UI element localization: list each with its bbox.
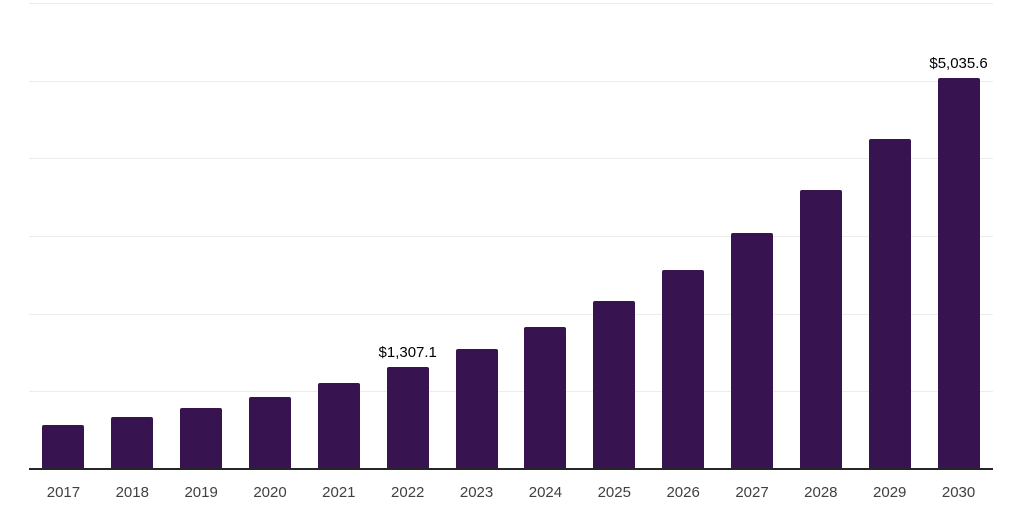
x-tick-label-2026: 2026 — [666, 484, 700, 501]
x-tick-label-2025: 2025 — [597, 484, 631, 501]
bar-2023 — [455, 348, 498, 469]
gridline — [29, 236, 993, 237]
x-tick-label-2029: 2029 — [873, 484, 907, 501]
bar-2021 — [317, 383, 360, 469]
x-tick-label-2018: 2018 — [115, 484, 149, 501]
bar-2018 — [111, 417, 154, 469]
bar-value-label-2022: $1,307.1 — [378, 344, 437, 362]
x-tick-label-2027: 2027 — [735, 484, 769, 501]
bar-2019 — [180, 407, 223, 469]
gridline — [29, 80, 993, 82]
bar-2025 — [593, 300, 636, 469]
x-tick-label-2017: 2017 — [46, 484, 81, 501]
gridline — [29, 313, 993, 315]
bar-value-label-2030: $5,035.6 — [929, 54, 988, 72]
gridline — [29, 391, 993, 393]
x-tick-label-2024: 2024 — [528, 484, 563, 501]
x-tick-label-2019: 2019 — [184, 484, 218, 501]
x-tick-label-2023: 2023 — [459, 484, 494, 501]
bar-2030 — [937, 77, 980, 469]
x-axis-line — [29, 468, 993, 470]
gridline — [29, 3, 993, 4]
x-tick-label-2022: 2022 — [391, 484, 425, 501]
bar-2020 — [249, 396, 291, 469]
bar-2022 — [386, 367, 429, 469]
bar-2028 — [799, 189, 842, 469]
gridline — [29, 158, 993, 160]
x-tick-label-2021: 2021 — [322, 484, 356, 501]
bar-2027 — [731, 233, 773, 469]
x-tick-label-2030: 2030 — [941, 484, 976, 501]
bar-2024 — [524, 326, 567, 469]
bar-2017 — [42, 425, 85, 469]
x-tick-label-2020: 2020 — [253, 484, 287, 501]
x-tick-label-2028: 2028 — [804, 484, 838, 501]
bar-2026 — [662, 269, 705, 469]
bar-2029 — [868, 138, 911, 469]
